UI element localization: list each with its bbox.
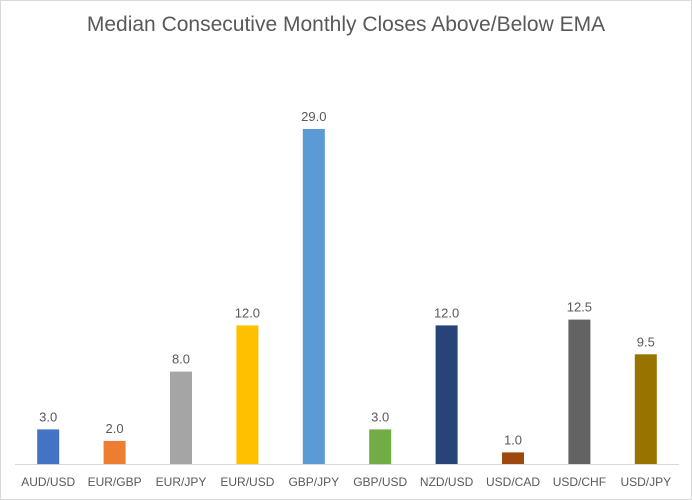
data-label-gbp-usd: 3.0 — [371, 409, 389, 424]
x-tick-label-usd-cad: USD/CAD — [486, 475, 540, 489]
x-tick-label-aud-usd: AUD/USD — [21, 475, 75, 489]
bar-eur-gbp — [103, 440, 126, 464]
data-label-usd-cad: 1.0 — [504, 432, 522, 447]
data-label-usd-jpy: 9.5 — [637, 334, 655, 349]
bar-gbp-usd — [369, 429, 392, 465]
bar-usd-chf — [568, 319, 591, 464]
bar-usd-cad — [502, 452, 524, 464]
bar-eur-jpy — [170, 371, 192, 464]
bar-nzd-usd — [435, 325, 458, 464]
bar-aud-usd — [37, 429, 60, 465]
chart-title: Median Consecutive Monthly Closes Above/… — [86, 13, 606, 36]
data-label-eur-usd: 12.0 — [235, 305, 260, 320]
x-tick-label-nzd-usd: NZD/USD — [420, 475, 474, 489]
data-label-usd-chf: 12.5 — [567, 300, 592, 315]
x-tick-label-usd-chf: USD/CHF — [553, 475, 606, 489]
x-tick-label-eur-jpy: EUR/JPY — [156, 475, 207, 489]
x-tick-label-usd-jpy: USD/JPY — [620, 475, 671, 489]
x-tick-label-eur-usd: EUR/USD — [220, 475, 274, 489]
data-label-aud-usd: 3.0 — [39, 409, 57, 424]
data-label-eur-jpy: 8.0 — [172, 352, 190, 367]
bar-gbp-jpy — [302, 129, 325, 464]
x-tick-label-gbp-jpy: GBP/JPY — [288, 475, 339, 489]
bar-eur-usd — [236, 325, 259, 464]
data-label-gbp-jpy: 29.0 — [301, 109, 326, 124]
x-tick-label-eur-gbp: EUR/GBP — [88, 475, 142, 489]
data-label-eur-gbp: 2.0 — [106, 421, 124, 436]
data-label-nzd-usd: 12.0 — [434, 305, 459, 320]
bar-usd-jpy — [634, 354, 657, 464]
x-tick-label-gbp-usd: GBP/USD — [353, 475, 407, 489]
